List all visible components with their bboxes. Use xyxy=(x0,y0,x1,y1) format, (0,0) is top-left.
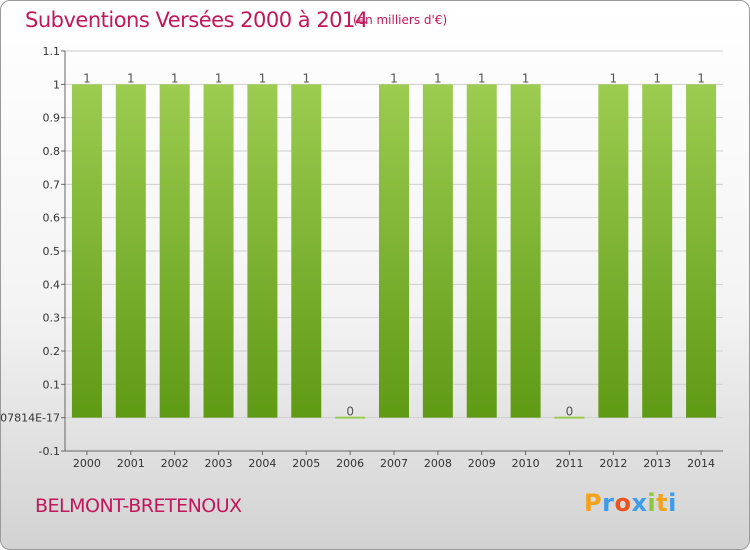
data-label: 1 xyxy=(171,71,179,85)
axes xyxy=(61,50,723,455)
x-tick-label: 2001 xyxy=(117,457,145,470)
bar xyxy=(159,84,190,418)
logo-letter: x xyxy=(631,489,648,517)
commune-name: BELMONT-BRETENOUX xyxy=(35,495,242,517)
y-tick-label: 1.3877787807814E-17 xyxy=(1,412,60,425)
bar xyxy=(466,84,497,418)
logo-letter: i xyxy=(668,489,677,517)
chart-title: Subventions Versées 2000 à 2014 xyxy=(25,8,368,32)
x-tick-label: 2010 xyxy=(512,457,540,470)
x-tick-label: 2008 xyxy=(424,457,452,470)
logo-letter: o xyxy=(614,489,632,517)
data-label: 1 xyxy=(259,71,267,85)
logo-letter: t xyxy=(656,489,669,517)
x-tick-label: 2007 xyxy=(380,457,408,470)
data-label: 0 xyxy=(566,405,574,419)
x-tick-label: 2011 xyxy=(555,457,583,470)
chart-unit: (en milliers d'€) xyxy=(353,13,448,27)
y-tick-label: 0.8 xyxy=(43,145,61,158)
bars xyxy=(71,84,717,419)
logo-letter: i xyxy=(647,489,657,517)
y-tick-label: 0.4 xyxy=(43,278,61,291)
logo-letter: P xyxy=(584,489,603,517)
y-tick-label: 0.2 xyxy=(43,345,61,358)
x-tick-label: 2014 xyxy=(687,457,715,470)
bar xyxy=(71,84,102,418)
bar xyxy=(115,84,146,418)
y-tick-label: -0.1 xyxy=(39,445,60,458)
y-tick-label: 0.5 xyxy=(43,245,61,258)
data-label: 1 xyxy=(302,71,310,85)
y-tick-label: 1 xyxy=(53,78,60,91)
x-tick-label: 2006 xyxy=(336,457,364,470)
y-tick-label: 0.1 xyxy=(43,378,61,391)
y-tick-label: 0.7 xyxy=(43,178,61,191)
proxiti-logo[interactable]: Proxiti xyxy=(584,489,677,517)
x-tick-label: 2004 xyxy=(248,457,276,470)
data-label: 1 xyxy=(697,71,705,85)
bar xyxy=(642,84,673,418)
y-tick-label: 0.6 xyxy=(43,212,61,225)
bar-zero xyxy=(335,416,366,419)
bar xyxy=(510,84,541,418)
bar xyxy=(291,84,322,418)
y-tick-label: 0.3 xyxy=(43,312,61,325)
data-label: 1 xyxy=(390,71,398,85)
labels: -0.1 1.3877787807814E-17 0.1 0.2 0.3 0.4 0.5 0.… xyxy=(1,45,715,470)
data-label: 1 xyxy=(653,71,661,85)
data-label: 1 xyxy=(522,71,530,85)
data-label: 0 xyxy=(346,405,354,419)
bar xyxy=(203,84,234,418)
x-tick-label: 2009 xyxy=(468,457,496,470)
bar-zero xyxy=(554,416,585,419)
x-tick-label: 2013 xyxy=(643,457,671,470)
bar xyxy=(247,84,278,418)
data-label: 1 xyxy=(478,71,486,85)
x-tick-label: 2002 xyxy=(161,457,189,470)
bar xyxy=(686,84,717,418)
bar xyxy=(379,84,409,418)
y-tick-label: 0.9 xyxy=(43,112,61,125)
data-label: 1 xyxy=(83,71,91,85)
data-label: 1 xyxy=(215,71,223,85)
data-label: 1 xyxy=(610,71,618,85)
x-tick-label: 2003 xyxy=(205,457,233,470)
bar xyxy=(422,84,453,418)
data-label: 1 xyxy=(127,71,135,85)
data-label: 1 xyxy=(434,71,442,85)
x-tick-label: 2005 xyxy=(292,457,320,470)
y-tick-label: 1.1 xyxy=(43,45,61,58)
x-tick-label: 2000 xyxy=(73,457,101,470)
bar xyxy=(598,84,629,418)
logo-letter: r xyxy=(602,489,615,517)
x-tick-label: 2012 xyxy=(599,457,627,470)
